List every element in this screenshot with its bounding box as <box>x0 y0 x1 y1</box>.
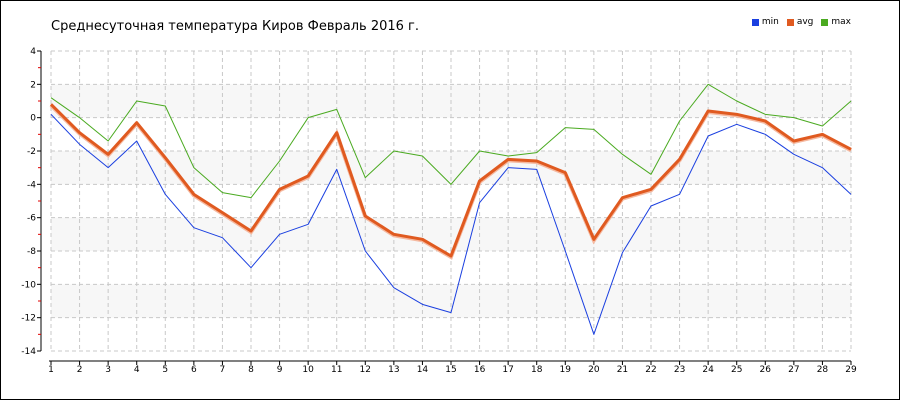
legend: min avg max <box>751 17 851 27</box>
y-tick-label: -14 <box>21 347 36 357</box>
x-tick-label: 27 <box>788 365 799 375</box>
x-tick-label: 12 <box>360 365 371 375</box>
x-tick-label: 2 <box>77 365 83 375</box>
x-tick-label: 21 <box>617 365 628 375</box>
y-tick-label: 2 <box>30 80 36 90</box>
legend-label-avg: avg <box>796 17 814 27</box>
y-tick-label: -10 <box>21 280 36 290</box>
x-tick-label: 23 <box>674 365 685 375</box>
x-tick-label: 18 <box>531 365 543 375</box>
legend-label-max: max <box>831 17 851 27</box>
legend-swatch-max <box>821 18 829 26</box>
x-tick-label: 13 <box>388 365 399 375</box>
x-tick-label: 25 <box>731 365 742 375</box>
y-tick-label: -8 <box>27 247 36 257</box>
x-tick-label: 11 <box>331 365 342 375</box>
legend-item-min: min <box>751 17 779 27</box>
chart-title: Среднесуточная температура Киров Февраль… <box>51 19 420 34</box>
x-tick-label: 28 <box>817 365 829 375</box>
x-tick-label: 6 <box>191 365 197 375</box>
x-tick-label: 29 <box>845 365 857 375</box>
y-tick-label: -4 <box>27 180 36 190</box>
x-tick-label: 22 <box>645 365 656 375</box>
y-tick-label: -6 <box>27 214 36 224</box>
x-tick-label: 17 <box>502 365 513 375</box>
x-tick-label: 5 <box>162 365 168 375</box>
legend-item-avg: avg <box>786 17 814 27</box>
x-tick-label: 14 <box>417 365 429 375</box>
y-tick-label: 4 <box>30 47 36 57</box>
y-tick-label: -2 <box>27 147 36 157</box>
x-tick-label: 4 <box>134 365 140 375</box>
legend-item-max: max <box>821 17 851 27</box>
x-tick-label: 9 <box>277 365 283 375</box>
y-tick-label: -12 <box>21 314 36 324</box>
legend-swatch-min <box>751 18 759 26</box>
x-tick-label: 8 <box>248 365 254 375</box>
legend-swatch-avg <box>786 18 794 26</box>
x-tick-label: 26 <box>760 365 772 375</box>
legend-label-min: min <box>761 17 779 27</box>
x-tick-label: 19 <box>560 365 572 375</box>
x-tick-label: 16 <box>474 365 486 375</box>
x-tick-label: 10 <box>302 365 314 375</box>
x-tick-label: 24 <box>702 365 714 375</box>
x-tick-label: 3 <box>105 365 111 375</box>
x-tick-label: 20 <box>588 365 600 375</box>
y-tick-label: 0 <box>30 114 36 124</box>
x-tick-label: 15 <box>445 365 456 375</box>
x-tick-label: 7 <box>220 365 226 375</box>
x-tick-label: 1 <box>48 365 54 375</box>
